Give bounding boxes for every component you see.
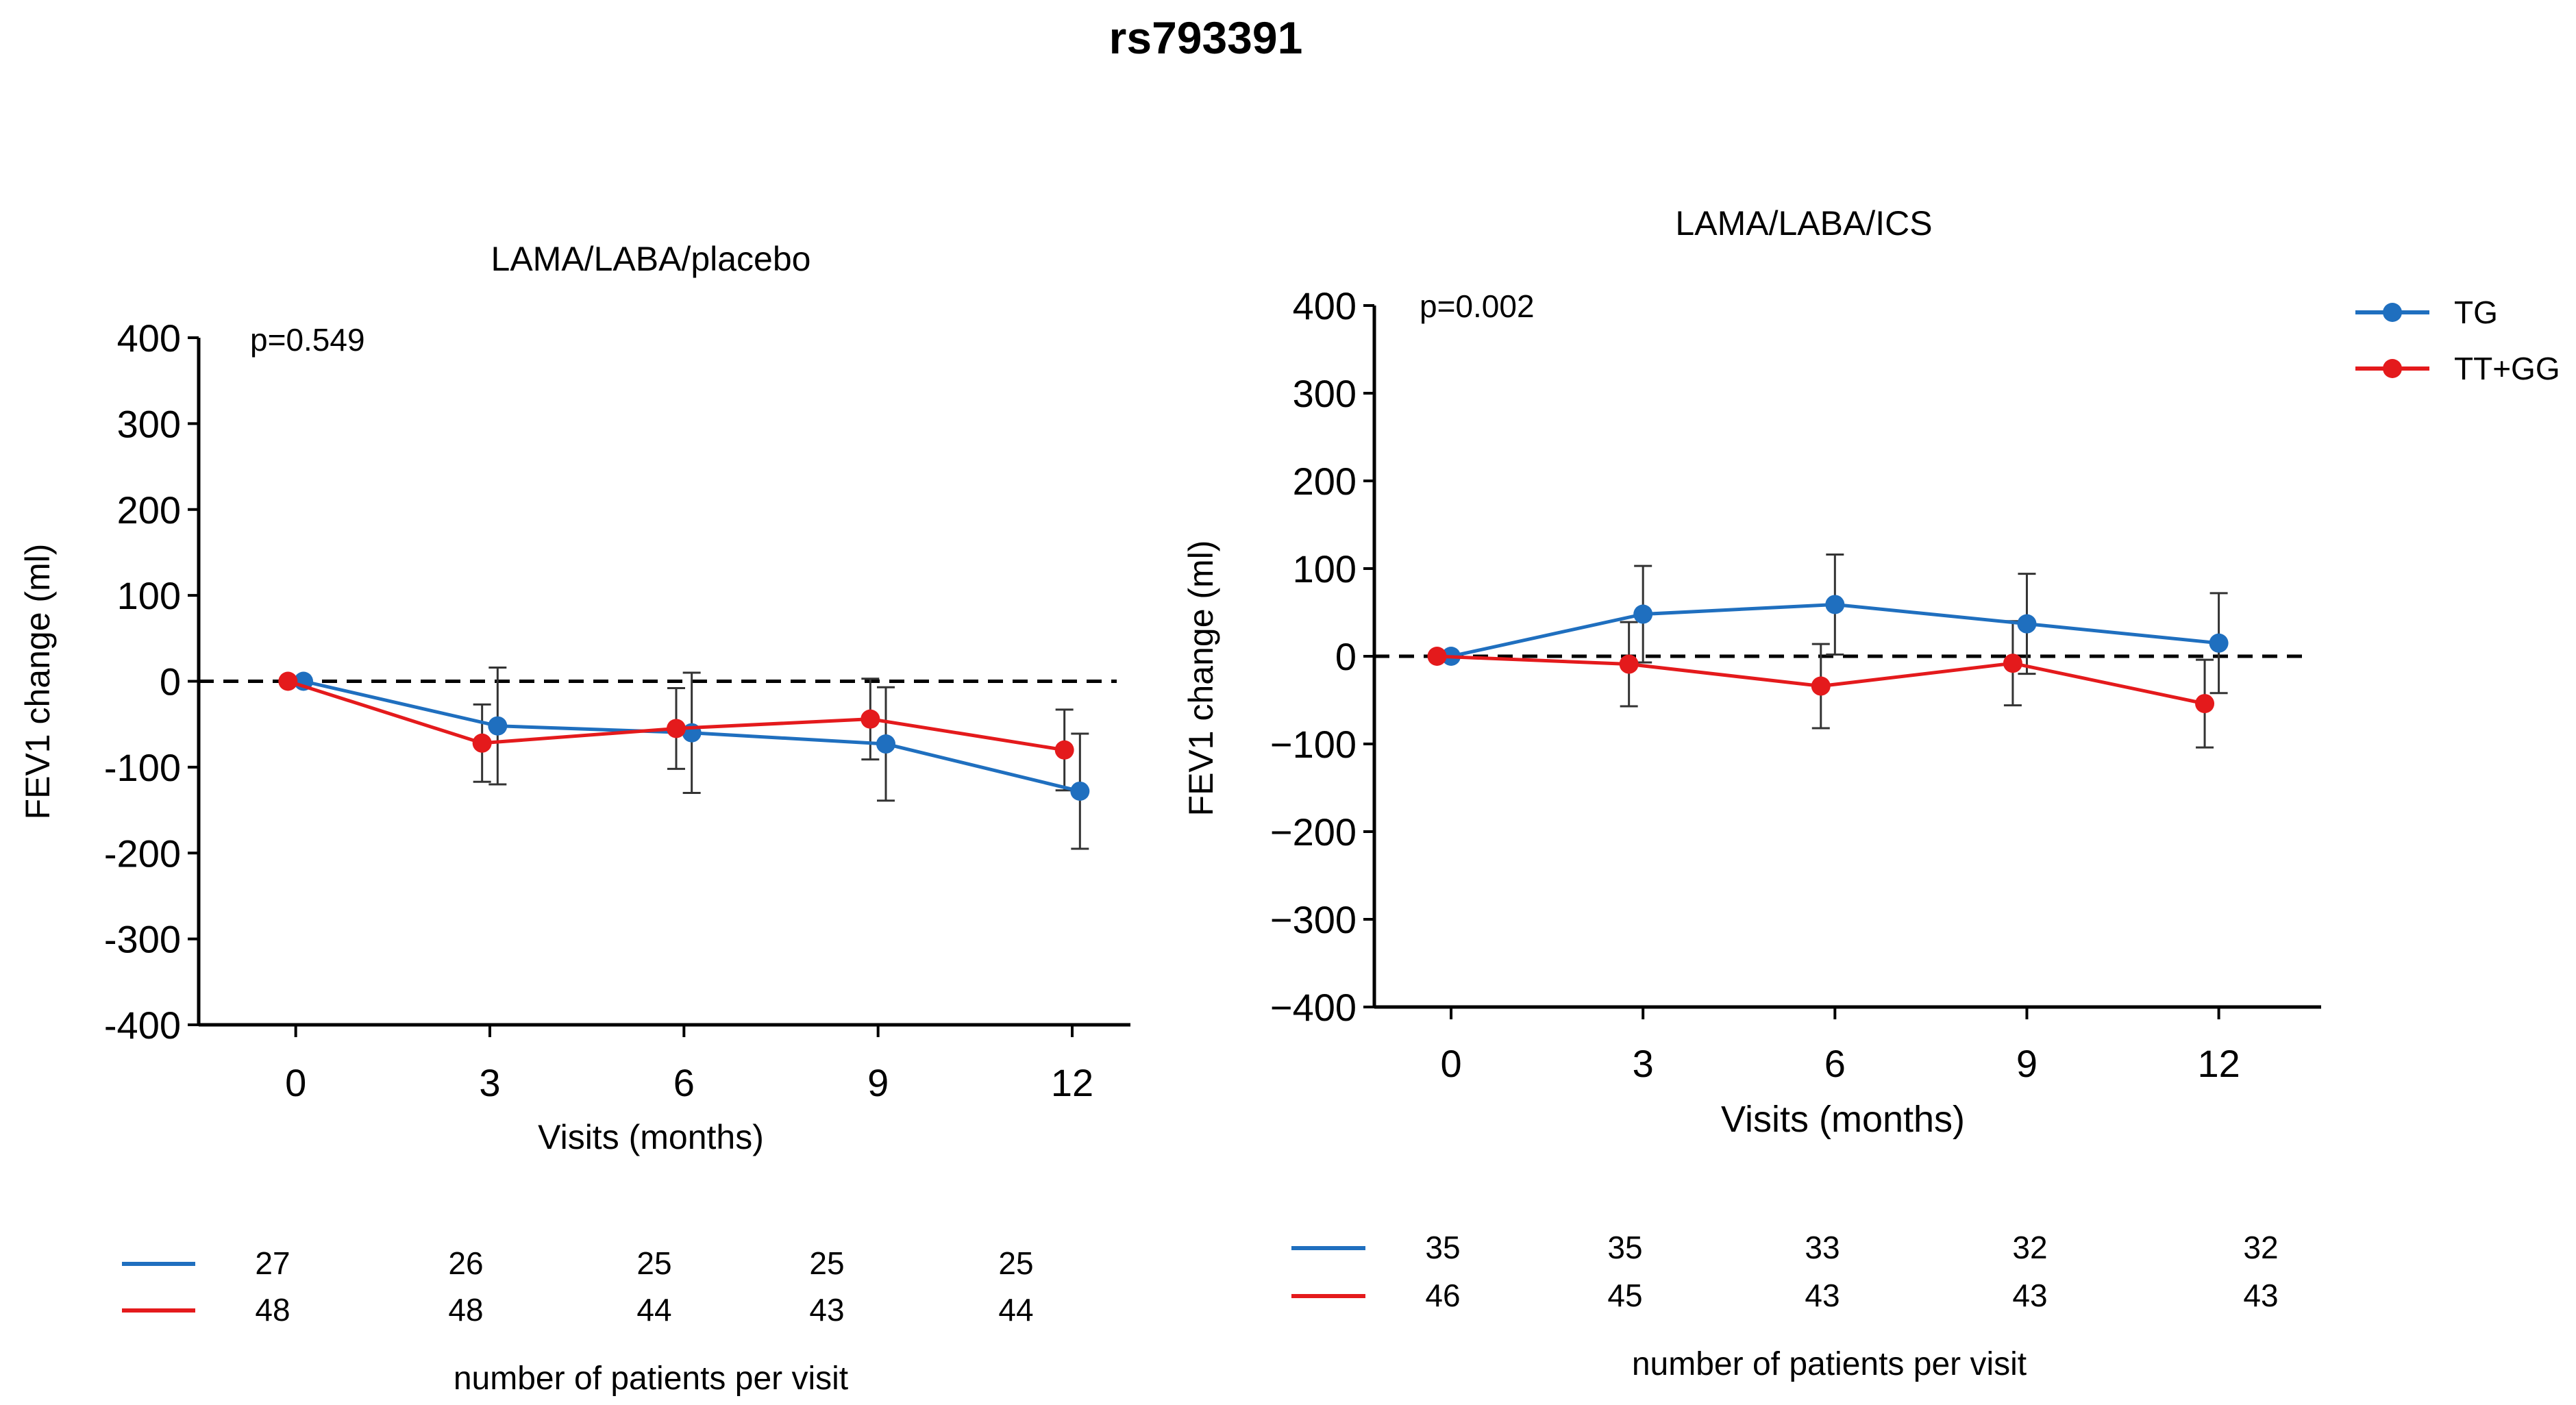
- data-point: [2209, 633, 2229, 653]
- patient-count: 32: [2012, 1230, 2047, 1265]
- y-axis-label: FEV1 change (ml): [1182, 540, 1220, 817]
- patient-count: 44: [636, 1292, 671, 1328]
- legend-marker: [2383, 303, 2402, 322]
- y-tick-label: 100: [117, 574, 181, 617]
- y-tick-label: 300: [1293, 372, 1357, 415]
- x-tick-label: 9: [867, 1061, 889, 1104]
- patients-table-title: number of patients per visit: [1632, 1346, 2027, 1382]
- patient-count: 43: [2243, 1278, 2278, 1313]
- patient-count: 48: [255, 1292, 290, 1328]
- y-axis-label: FEV1 change (ml): [18, 544, 57, 820]
- p-value: p=0.002: [1420, 288, 1535, 324]
- y-tick-label: −300: [1270, 898, 1357, 941]
- y-tick-label: 300: [117, 402, 181, 445]
- y-tick-label: -300: [104, 918, 181, 961]
- data-point: [1825, 595, 1845, 614]
- patient-count: 35: [1607, 1230, 1642, 1265]
- patient-count: 48: [448, 1292, 483, 1328]
- chart-title: LAMA/LABA/placebo: [491, 240, 811, 278]
- patient-count: 26: [448, 1245, 483, 1281]
- data-point: [2017, 614, 2037, 634]
- patient-count: 27: [255, 1245, 290, 1281]
- data-point: [1619, 654, 1639, 674]
- data-point: [860, 709, 880, 729]
- patients-table-title: number of patients per visit: [454, 1360, 848, 1397]
- x-tick-label: 3: [1633, 1042, 1654, 1085]
- y-tick-label: -200: [104, 832, 181, 875]
- x-tick-label: 12: [2197, 1042, 2240, 1085]
- patient-count: 43: [2012, 1278, 2047, 1313]
- chart-left: LAMA/LABA/placebo p=0.549 400 300 200 100 0 -10…: [18, 240, 1130, 1397]
- legend-label: TG: [2454, 295, 2498, 330]
- x-tick-label: 0: [285, 1061, 306, 1104]
- chart-right: LAMA/LABA/ICS p=0.002 400 300 200 100 0 −100 −20…: [1182, 204, 2560, 1382]
- y-tick-label: 400: [117, 316, 181, 360]
- y-tick-label: −200: [1270, 810, 1357, 854]
- patient-count: 45: [1607, 1278, 1642, 1313]
- patient-count: 35: [1425, 1230, 1460, 1265]
- y-tick-label: -100: [104, 746, 181, 789]
- p-value: p=0.549: [250, 322, 365, 358]
- data-point: [2003, 654, 2022, 673]
- y-tick-label: 0: [1335, 635, 1357, 678]
- patient-count: 32: [2243, 1230, 2278, 1265]
- y-tick-label: 0: [160, 660, 181, 704]
- patient-count: 25: [636, 1245, 671, 1281]
- data-point: [1633, 604, 1653, 624]
- data-point: [1427, 647, 1447, 666]
- patient-count: 25: [998, 1245, 1033, 1281]
- patient-count: 43: [1805, 1278, 1840, 1313]
- patient-count: 44: [998, 1292, 1033, 1328]
- y-tick-label: 400: [1293, 284, 1357, 327]
- x-tick-label: 12: [1051, 1061, 1093, 1104]
- y-tick-label: −400: [1270, 986, 1357, 1029]
- data-point: [2195, 694, 2215, 714]
- y-tick-label: −100: [1270, 723, 1357, 766]
- x-tick-label: 0: [1440, 1042, 1461, 1085]
- patient-count: 43: [809, 1292, 844, 1328]
- x-tick-label: 6: [673, 1061, 695, 1104]
- data-point: [667, 719, 686, 738]
- data-point: [488, 716, 508, 736]
- patient-count: 46: [1425, 1278, 1460, 1313]
- x-tick-label: 9: [2016, 1042, 2038, 1085]
- legend-marker: [2383, 359, 2402, 378]
- x-tick-label: 6: [1824, 1042, 1846, 1085]
- data-point: [876, 734, 895, 754]
- data-point: [472, 733, 492, 753]
- data-point: [1811, 676, 1831, 696]
- x-axis-label: Visits (months): [538, 1118, 764, 1156]
- legend-label: TT+GG: [2454, 351, 2560, 386]
- y-tick-label: -400: [104, 1004, 181, 1047]
- data-point: [1054, 740, 1074, 760]
- y-tick-label: 200: [117, 488, 181, 532]
- chart-title: LAMA/LABA/ICS: [1675, 204, 1932, 243]
- x-tick-label: 3: [479, 1061, 500, 1104]
- x-axis-label: Visits (months): [1721, 1099, 1965, 1140]
- data-point: [1070, 781, 1090, 801]
- patient-count: 25: [809, 1245, 844, 1281]
- patient-count: 33: [1805, 1230, 1840, 1265]
- y-tick-label: 100: [1293, 547, 1357, 590]
- figure-title: rs793391: [1109, 12, 1303, 63]
- y-tick-label: 200: [1293, 460, 1357, 503]
- data-point: [278, 671, 298, 691]
